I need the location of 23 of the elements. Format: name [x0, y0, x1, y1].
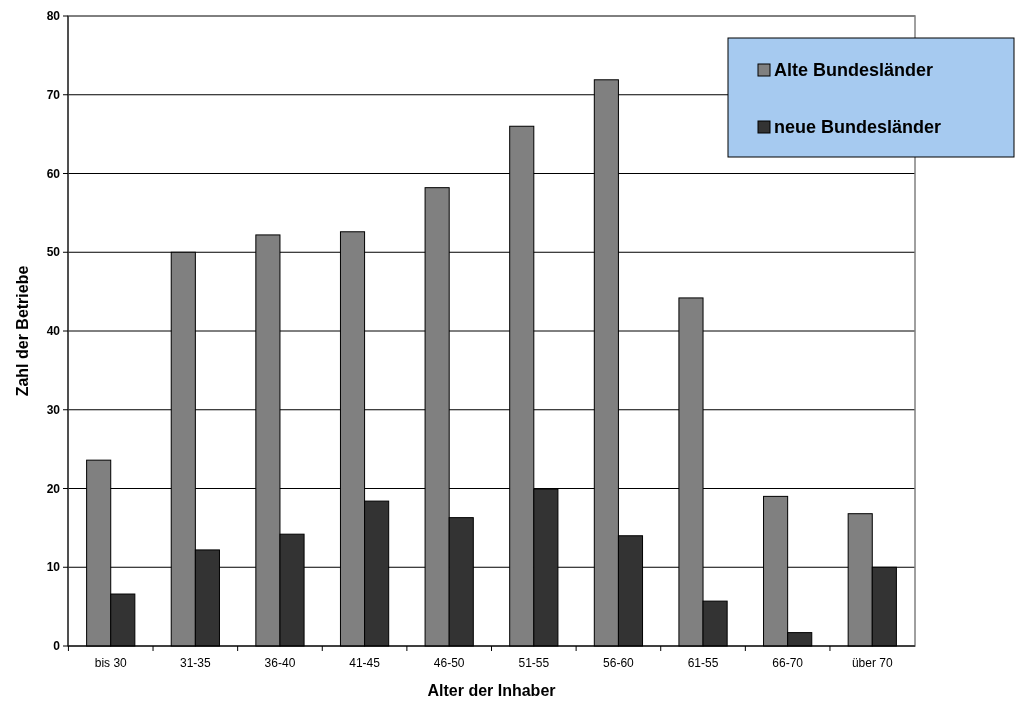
x-tick-label: über 70: [851, 656, 893, 670]
y-axis-title: Zahl der Betriebe: [14, 265, 31, 397]
x-tick-label: 61-55: [687, 656, 719, 670]
y-tick-label: 40: [46, 324, 61, 339]
x-tick-label: 41-45: [349, 656, 381, 670]
y-tick-label: 60: [46, 166, 61, 181]
y-tick-label: 30: [46, 402, 61, 417]
legend-label: Alte Bundesländer: [774, 60, 934, 80]
x-tick-label: 56-60: [603, 656, 635, 670]
x-tick-label: 51-55: [518, 656, 550, 670]
x-axis-title: Alter der Inhaber: [427, 682, 556, 699]
y-tick-label: 10: [46, 560, 61, 575]
x-tick-label: 36-40: [264, 656, 296, 670]
x-tick-label: bis 30: [94, 656, 128, 670]
y-tick-label: 50: [46, 245, 61, 260]
legend-label: neue Bundesländer: [774, 117, 942, 137]
y-tick-label: 70: [46, 87, 61, 102]
y-tick-label: 20: [46, 481, 61, 496]
y-tick-label: 80: [46, 9, 61, 24]
x-tick-label: 46-50: [433, 656, 465, 670]
x-tick-label: 31-35: [179, 656, 212, 670]
y-tick-label: 0: [53, 639, 61, 654]
x-tick-label: 66-70: [772, 656, 804, 670]
